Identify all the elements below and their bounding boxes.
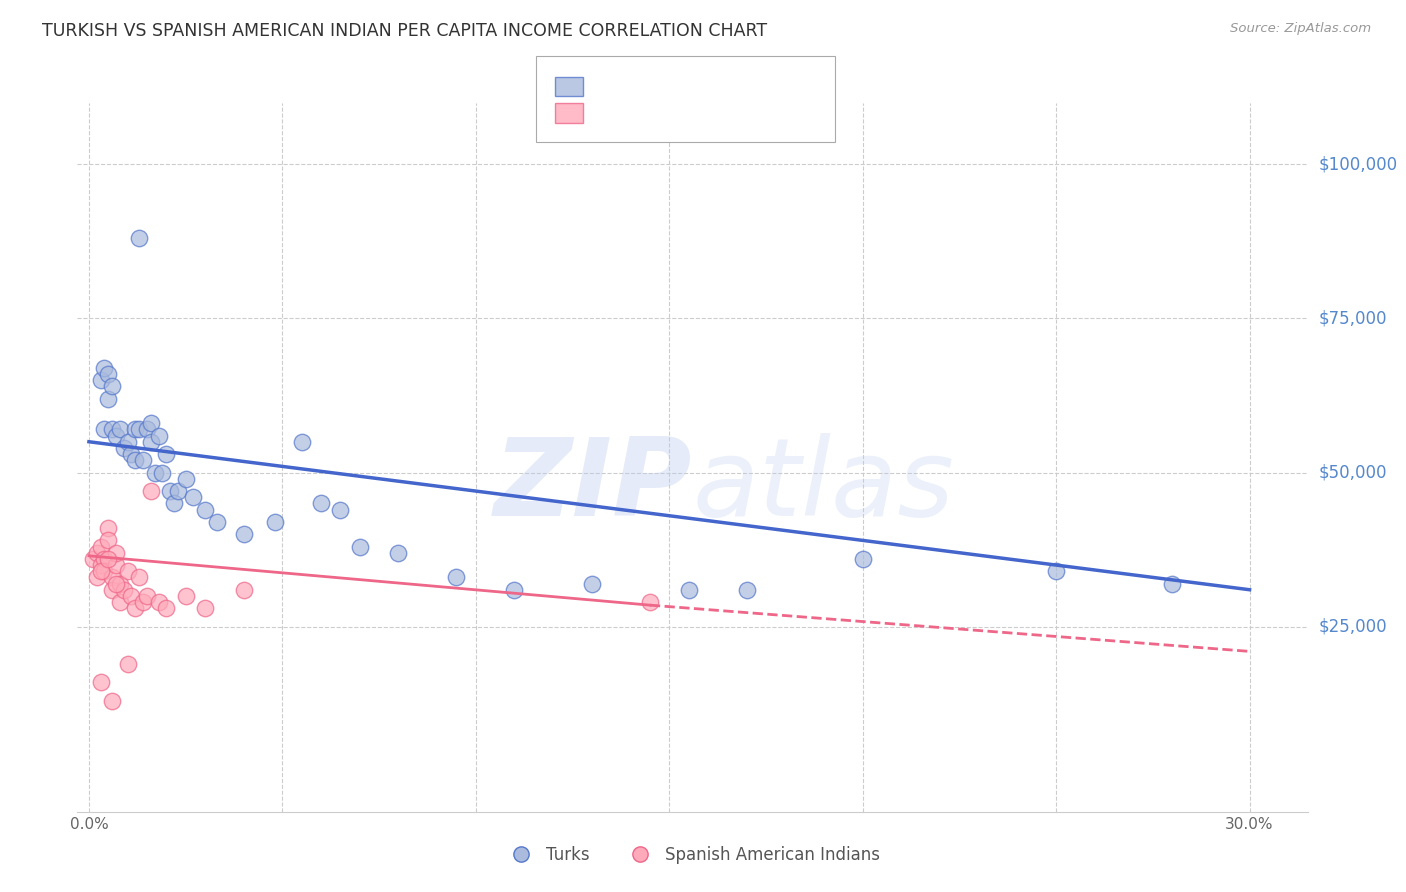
Text: TURKISH VS SPANISH AMERICAN INDIAN PER CAPITA INCOME CORRELATION CHART: TURKISH VS SPANISH AMERICAN INDIAN PER C… xyxy=(42,22,768,40)
Point xyxy=(638,595,661,609)
Point xyxy=(97,367,120,381)
Text: $75,000: $75,000 xyxy=(1319,310,1388,327)
Point xyxy=(155,601,177,615)
Point xyxy=(128,570,150,584)
Point xyxy=(117,434,139,449)
Point xyxy=(329,502,352,516)
Point xyxy=(97,552,120,566)
Point xyxy=(446,570,468,584)
Point xyxy=(97,521,120,535)
Point xyxy=(159,484,181,499)
Point xyxy=(155,447,177,461)
Point xyxy=(136,589,159,603)
Point xyxy=(167,484,190,499)
Point xyxy=(121,447,143,461)
Text: R = -0.319   N = 46: R = -0.319 N = 46 xyxy=(595,77,752,91)
Point xyxy=(194,601,217,615)
Point xyxy=(183,490,205,504)
Point xyxy=(148,428,170,442)
Point xyxy=(139,484,162,499)
Point xyxy=(90,558,112,572)
Point xyxy=(101,694,124,708)
Point xyxy=(263,515,285,529)
Point xyxy=(309,496,332,510)
Point xyxy=(678,582,700,597)
Point xyxy=(105,558,128,572)
Point xyxy=(101,582,124,597)
Point xyxy=(124,453,146,467)
Point xyxy=(90,373,112,387)
Point xyxy=(93,552,115,566)
Point xyxy=(90,675,112,690)
Point xyxy=(93,422,115,436)
Point xyxy=(174,472,197,486)
Point xyxy=(152,466,174,480)
Point xyxy=(117,564,139,578)
Text: $50,000: $50,000 xyxy=(1319,464,1388,482)
Point xyxy=(581,576,603,591)
Point xyxy=(503,582,526,597)
Point xyxy=(90,564,112,578)
Point xyxy=(132,453,155,467)
Point xyxy=(97,392,120,406)
Point xyxy=(105,576,128,591)
Point xyxy=(136,422,159,436)
Point xyxy=(139,416,162,430)
Point xyxy=(82,552,104,566)
Point xyxy=(86,546,108,560)
Point xyxy=(101,570,124,584)
Point xyxy=(132,595,155,609)
Point xyxy=(1161,576,1184,591)
Point xyxy=(124,422,146,436)
Point xyxy=(86,570,108,584)
Point xyxy=(387,546,409,560)
Point xyxy=(97,533,120,548)
Point xyxy=(105,546,128,560)
Text: $100,000: $100,000 xyxy=(1319,155,1398,173)
Legend: Turks, Spanish American Indians: Turks, Spanish American Indians xyxy=(498,839,887,871)
Point xyxy=(143,466,166,480)
Point xyxy=(139,434,162,449)
Point xyxy=(174,589,197,603)
Point xyxy=(112,582,135,597)
Text: $25,000: $25,000 xyxy=(1319,618,1388,636)
Point xyxy=(124,601,146,615)
Point xyxy=(93,360,115,375)
Text: R = -0.164   N = 35: R = -0.164 N = 35 xyxy=(595,103,752,118)
Point xyxy=(232,527,254,541)
Point xyxy=(163,496,186,510)
Point xyxy=(194,502,217,516)
Point xyxy=(93,564,115,578)
Text: ZIP: ZIP xyxy=(494,433,693,539)
Point xyxy=(117,657,139,671)
Point xyxy=(232,582,254,597)
Point xyxy=(735,582,758,597)
Point xyxy=(112,441,135,455)
Point xyxy=(128,231,150,245)
Point xyxy=(291,434,314,449)
Point xyxy=(349,540,371,554)
Point xyxy=(108,576,131,591)
Point xyxy=(101,422,124,436)
Point xyxy=(108,595,131,609)
Text: atlas: atlas xyxy=(693,433,955,538)
Point xyxy=(105,428,128,442)
Point xyxy=(148,595,170,609)
Point xyxy=(121,589,143,603)
Point xyxy=(1045,564,1067,578)
Text: Source: ZipAtlas.com: Source: ZipAtlas.com xyxy=(1230,22,1371,36)
Point xyxy=(108,422,131,436)
Point xyxy=(90,540,112,554)
Point xyxy=(101,379,124,393)
Point xyxy=(128,422,150,436)
Point xyxy=(852,552,875,566)
Point xyxy=(205,515,228,529)
